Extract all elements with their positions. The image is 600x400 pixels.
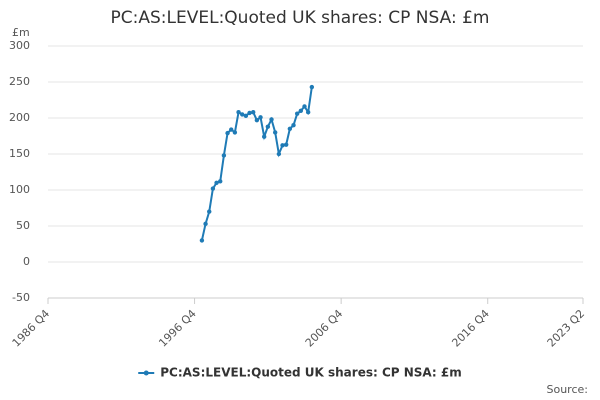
y-tick-label: 150 bbox=[9, 147, 30, 160]
point bbox=[225, 130, 230, 136]
point bbox=[251, 110, 256, 115]
y-tick-label: 50 bbox=[16, 219, 30, 232]
chart-title: PC:AS:LEVEL:Quoted UK shares: CP NSA: £m bbox=[111, 8, 490, 28]
point bbox=[291, 123, 296, 128]
point bbox=[199, 238, 205, 243]
point bbox=[261, 134, 267, 139]
x-tick-label: 2023 Q2 bbox=[545, 307, 588, 350]
y-tick-label: 100 bbox=[9, 183, 30, 196]
point bbox=[229, 127, 234, 132]
point bbox=[203, 221, 208, 227]
point bbox=[305, 110, 311, 115]
point bbox=[254, 117, 260, 123]
point bbox=[210, 186, 216, 191]
x-tick-label: 1996 Q4 bbox=[156, 307, 199, 350]
point bbox=[214, 180, 219, 185]
x-tick-label: 1986 Q4 bbox=[10, 307, 53, 350]
point bbox=[283, 142, 289, 147]
point bbox=[280, 143, 285, 148]
legend-label: PC:AS:LEVEL:Quoted UK shares: CP NSA: £m bbox=[160, 366, 462, 380]
legend-item: PC:AS:LEVEL:Quoted UK shares: CP NSA: £m bbox=[138, 366, 462, 380]
point bbox=[269, 117, 274, 122]
legend-marker bbox=[143, 370, 149, 376]
point bbox=[309, 84, 315, 90]
y-tick-label: 0 bbox=[23, 255, 30, 268]
point bbox=[265, 124, 271, 129]
line bbox=[200, 86, 313, 241]
x-tick-label: 2006 Q4 bbox=[303, 307, 346, 350]
point bbox=[258, 115, 263, 120]
point bbox=[272, 130, 278, 135]
y-tick-label: -50 bbox=[12, 291, 30, 304]
point bbox=[276, 151, 282, 157]
y-tick-label: 250 bbox=[9, 75, 30, 88]
point bbox=[236, 110, 241, 115]
y-tick-label: 200 bbox=[9, 111, 30, 124]
point bbox=[218, 179, 223, 184]
point bbox=[240, 112, 245, 117]
point bbox=[287, 126, 293, 131]
point bbox=[243, 113, 249, 119]
point bbox=[221, 153, 227, 158]
point bbox=[207, 209, 212, 214]
y-tick-label: 300 bbox=[9, 39, 30, 52]
y-unit: £m bbox=[12, 26, 30, 39]
source: Source: bbox=[547, 383, 589, 396]
x-tick-label: 2016 Q4 bbox=[449, 307, 492, 350]
point bbox=[232, 130, 238, 135]
point bbox=[247, 110, 252, 116]
point bbox=[302, 104, 307, 109]
point bbox=[298, 108, 304, 114]
point bbox=[294, 111, 300, 116]
